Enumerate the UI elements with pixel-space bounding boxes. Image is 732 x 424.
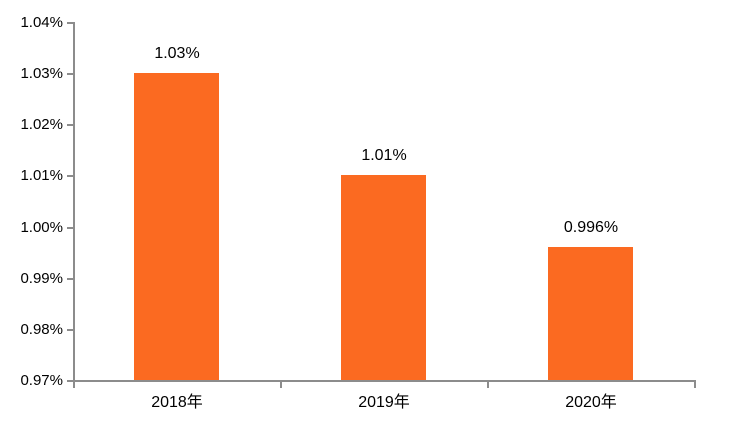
y-tick-mark bbox=[67, 329, 73, 331]
y-tick-mark bbox=[67, 175, 73, 177]
bar bbox=[134, 73, 219, 380]
y-tick-label: 0.99% bbox=[20, 270, 63, 287]
x-tick-mark bbox=[280, 380, 282, 388]
x-category-label: 2020年 bbox=[565, 394, 617, 411]
x-tick-mark bbox=[487, 380, 489, 388]
y-tick-mark bbox=[67, 380, 73, 382]
y-tick-label: 1.00% bbox=[20, 219, 63, 236]
x-category-label: 2019年 bbox=[358, 394, 410, 411]
y-tick-label: 1.01% bbox=[20, 167, 63, 184]
bar-data-label: 1.03% bbox=[154, 45, 200, 62]
y-tick-mark bbox=[67, 73, 73, 75]
x-tick-mark bbox=[73, 380, 75, 388]
y-tick-label: 1.04% bbox=[20, 14, 63, 31]
y-axis-line bbox=[73, 22, 75, 382]
y-tick-label: 1.02% bbox=[20, 116, 63, 133]
y-tick-mark bbox=[67, 124, 73, 126]
bar bbox=[548, 247, 633, 380]
y-tick-mark bbox=[67, 227, 73, 229]
x-axis-line bbox=[73, 380, 696, 382]
bar-data-label: 1.01% bbox=[361, 147, 407, 164]
y-tick-label: 1.03% bbox=[20, 65, 63, 82]
x-category-label: 2018年 bbox=[151, 394, 203, 411]
y-tick-label: 0.97% bbox=[20, 372, 63, 389]
bar bbox=[341, 175, 426, 380]
y-tick-mark bbox=[67, 278, 73, 280]
y-tick-label: 0.98% bbox=[20, 321, 63, 338]
bar-data-label: 0.996% bbox=[563, 219, 619, 236]
x-tick-mark bbox=[694, 380, 696, 388]
y-tick-mark bbox=[67, 22, 73, 24]
